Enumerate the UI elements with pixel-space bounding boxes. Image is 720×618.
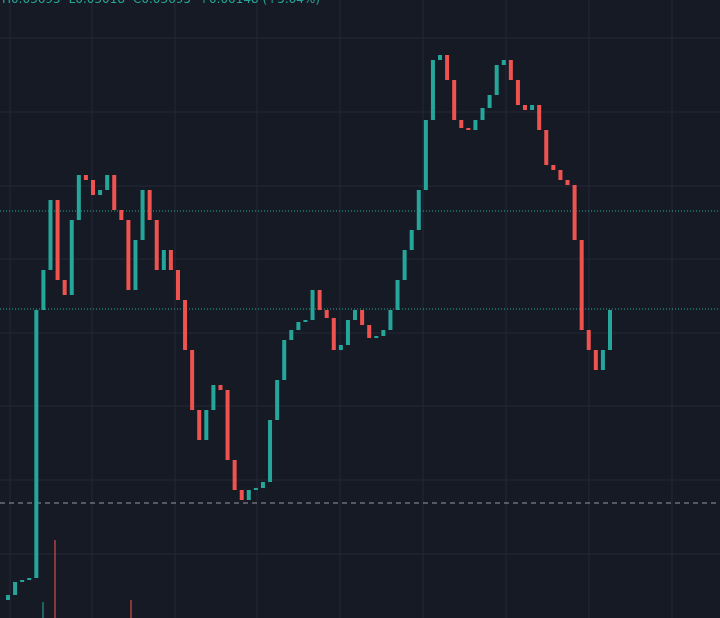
candle-body	[523, 105, 528, 110]
candle-body	[289, 330, 294, 340]
legend-item: L0.03018	[69, 0, 125, 6]
candle-body	[69, 220, 74, 295]
candle-body	[48, 200, 53, 270]
candle-body	[239, 490, 244, 500]
candle-body	[317, 290, 322, 310]
candle-body	[161, 250, 166, 270]
candle-body	[388, 310, 393, 330]
candle-body	[459, 120, 464, 128]
candle-body	[530, 105, 535, 110]
candle-body	[381, 330, 386, 336]
candle-body	[119, 210, 124, 220]
candle-body	[445, 55, 450, 80]
candle-body	[246, 490, 251, 500]
candle-body	[430, 60, 435, 120]
candle-body	[345, 320, 350, 345]
candle-body	[515, 80, 520, 105]
candle-body	[34, 310, 39, 578]
candle-body	[268, 420, 273, 482]
candle-body	[225, 390, 230, 460]
candle-body	[473, 120, 478, 130]
candle-body	[360, 310, 365, 325]
candle-body	[338, 345, 343, 350]
legend-item: +0.00148 (+5.04%)	[199, 0, 320, 6]
candle-body	[20, 580, 25, 582]
candle-body	[204, 410, 209, 440]
candle-body	[232, 460, 237, 490]
candle-body	[41, 270, 46, 310]
candle-body	[55, 200, 60, 280]
candles	[6, 55, 612, 600]
candle-body	[416, 190, 421, 230]
candle-body	[423, 120, 428, 190]
candle-body	[197, 410, 202, 440]
candle-body	[544, 130, 549, 165]
candle-body	[438, 55, 443, 60]
candle-body	[579, 240, 584, 330]
candle-body	[154, 220, 159, 270]
candle-body	[183, 300, 188, 350]
candle-body	[487, 95, 492, 108]
candle-body	[452, 80, 457, 120]
candle-body	[260, 482, 265, 488]
candle-body	[331, 318, 336, 350]
candle-body	[218, 385, 223, 390]
candle-body	[367, 325, 372, 338]
candle-body	[565, 180, 570, 185]
candle-body	[480, 108, 485, 120]
candle-body	[211, 385, 216, 410]
legend-item: C0.03695	[133, 0, 191, 6]
candle-body	[296, 322, 301, 330]
candle-body	[133, 240, 138, 290]
candle-body	[105, 175, 110, 190]
candle-body	[126, 220, 131, 290]
candle-body	[466, 128, 471, 130]
candle-body	[253, 488, 258, 490]
candle-body	[90, 180, 95, 195]
candle-body	[140, 190, 145, 240]
legend: H0.03695 L0.03018 C0.03695 +0.00148 (+5.04%…	[2, 0, 320, 6]
candle-body	[310, 290, 315, 320]
candle-body	[83, 175, 88, 180]
candle-body	[13, 582, 18, 595]
candle-body	[27, 578, 32, 580]
candle-body	[508, 60, 513, 80]
candle-body	[551, 165, 556, 170]
candle-body	[593, 350, 598, 370]
candle-body	[586, 330, 591, 350]
candle-body	[6, 595, 10, 600]
candle-body	[98, 190, 103, 195]
candle-body	[537, 105, 542, 130]
candle-body	[175, 270, 180, 300]
candle-body	[572, 185, 577, 240]
candle-body	[112, 175, 117, 210]
candle-body	[324, 310, 329, 318]
candle-body	[600, 350, 605, 370]
candle-body	[395, 280, 400, 310]
candle-body	[558, 170, 563, 180]
candle-body	[402, 250, 407, 280]
legend-item: H0.03695	[2, 0, 61, 6]
candle-body	[76, 175, 81, 220]
candle-body	[501, 60, 506, 65]
candle-body	[494, 65, 499, 95]
candle-body	[147, 190, 152, 220]
candle-body	[608, 310, 612, 350]
candle-body	[374, 336, 379, 338]
candle-body	[168, 250, 173, 270]
candle-body	[190, 350, 195, 410]
candle-body	[353, 310, 358, 320]
candle-body	[62, 280, 67, 295]
candle-body	[275, 380, 280, 420]
candle-body	[282, 340, 287, 380]
candle-body	[303, 320, 308, 322]
candle-body	[409, 230, 414, 250]
